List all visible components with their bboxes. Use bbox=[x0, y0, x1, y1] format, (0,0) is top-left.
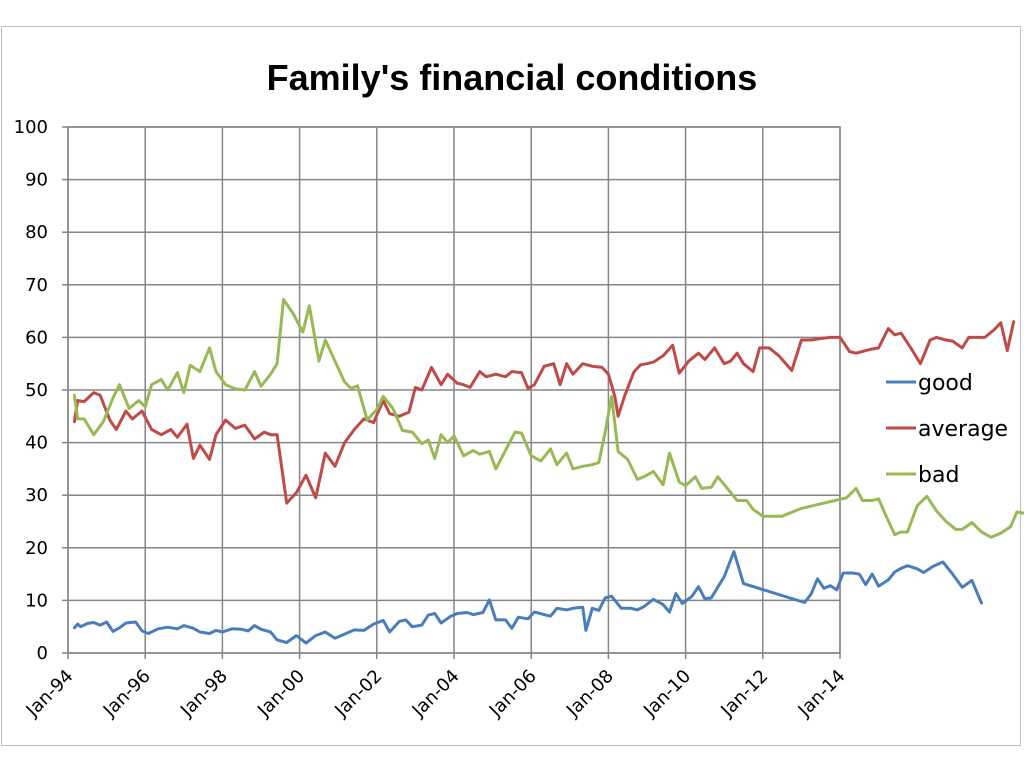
y-tick-label: 40 bbox=[25, 433, 48, 454]
y-tick-label: 100 bbox=[14, 117, 48, 138]
x-tick-label: Jan-12 bbox=[716, 666, 772, 722]
series-line-average bbox=[72, 320, 1016, 505]
y-tick-label: 30 bbox=[25, 485, 48, 506]
y-tick-label: 0 bbox=[37, 643, 48, 664]
x-tick-label: Jan-98 bbox=[176, 666, 232, 722]
gridlines bbox=[62, 126, 841, 659]
x-tick-label: Jan-02 bbox=[330, 666, 386, 722]
legend-label-bad: bad bbox=[918, 463, 959, 488]
y-tick-label: 80 bbox=[25, 222, 48, 243]
x-tick-label: Jan-10 bbox=[639, 666, 695, 722]
y-tick-label: 20 bbox=[25, 538, 48, 559]
chart-title: Family's financial conditions bbox=[267, 57, 758, 98]
y-tick-label: 60 bbox=[25, 327, 48, 348]
series-line-bad bbox=[72, 298, 1024, 539]
series-line-good bbox=[72, 550, 983, 645]
legend: good average bad bbox=[886, 371, 1008, 488]
legend-label-average: average bbox=[918, 417, 1008, 442]
series-lines bbox=[72, 298, 1024, 645]
x-tick-label: Jan-08 bbox=[562, 666, 618, 722]
y-tick-label: 10 bbox=[25, 590, 48, 611]
x-axis-ticks: Jan-94 Jan-96 Jan-98 Jan-00 Jan-02 Jan-04 Jan-… bbox=[22, 666, 850, 722]
legend-label-good: good bbox=[918, 371, 973, 396]
x-tick-label: Jan-94 bbox=[22, 666, 78, 722]
y-tick-label: 50 bbox=[25, 380, 48, 401]
y-tick-label: 90 bbox=[25, 170, 48, 191]
x-tick-label: Jan-14 bbox=[794, 666, 850, 722]
y-tick-label: 70 bbox=[25, 275, 48, 296]
y-axis-ticks: 0 10 20 30 40 50 60 70 80 90 100 bbox=[14, 117, 48, 664]
x-tick-label: Jan-04 bbox=[408, 666, 464, 722]
x-tick-label: Jan-96 bbox=[99, 666, 155, 722]
x-tick-label: Jan-00 bbox=[253, 666, 309, 722]
x-tick-label: Jan-06 bbox=[485, 666, 541, 722]
